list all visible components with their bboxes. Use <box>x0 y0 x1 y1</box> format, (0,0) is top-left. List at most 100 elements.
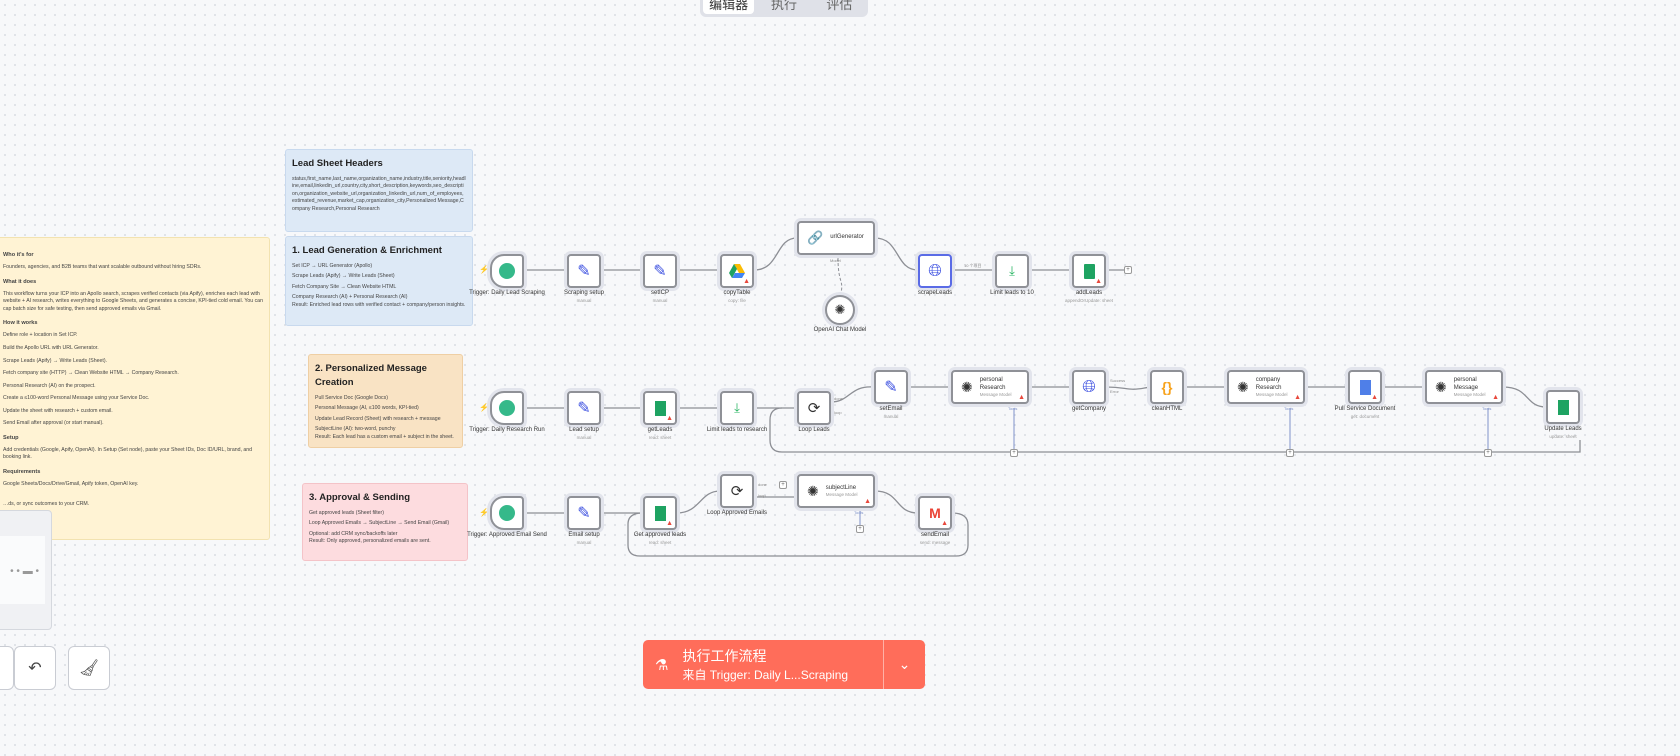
tools-port-label: Tools <box>854 510 864 515</box>
node-label: getLeads <box>647 427 673 433</box>
port-label-loop: loop <box>758 493 766 498</box>
node-trigger-daily-lead-scraping[interactable] <box>490 254 524 288</box>
warning-icon: ▲ <box>666 520 673 527</box>
sticky-title: 2. Personalized Message Creation <box>315 363 427 388</box>
node-label: Trigger: Daily Lead Scraping <box>469 290 545 296</box>
sticky-text: Add credentials (Google, Apify, OpenAI).… <box>3 446 253 461</box>
node-subtitle: Message Model <box>1255 392 1288 397</box>
sticky-title: 3. Approval & Sending <box>309 492 410 503</box>
sticky-title: 1. Lead Generation & Enrichment <box>292 245 442 256</box>
node-personal-research[interactable]: ✺ personal Research Message Model ▲ <box>951 370 1029 404</box>
node-label: subjectLine <box>825 484 857 491</box>
pencil-icon: ✎ <box>577 263 591 280</box>
add-tool-button[interactable]: + <box>856 525 864 533</box>
node-label: Get approved leads <box>633 532 687 538</box>
link-icon: 🔗 <box>807 230 824 245</box>
sticky-text: This workflow turns your ICP into an Apo… <box>3 290 263 312</box>
node-set-email[interactable]: ✎ <box>874 370 908 404</box>
node-subtitle: send: message <box>919 540 951 545</box>
node-loop-leads[interactable]: ⟳ <box>797 391 831 425</box>
canvas-preview-panel: • • ▬ • <box>0 510 52 630</box>
node-trigger-daily-research[interactable] <box>490 391 524 425</box>
warning-icon: ▲ <box>1371 394 1378 401</box>
node-loop-approved-emails[interactable]: ⟳ <box>720 474 754 508</box>
node-clean-html[interactable]: {} <box>1150 370 1184 404</box>
node-company-research[interactable]: ✺ company Research Message Model ▲ <box>1227 370 1305 404</box>
chevron-down-icon: ⌄ <box>898 656 911 672</box>
node-get-company[interactable]: 🌐︎ <box>1072 370 1106 404</box>
tab-executions[interactable]: 执行 <box>770 0 797 12</box>
sticky-text: SubjectLine (AI): two-word, punchy <box>315 426 396 433</box>
trigger-select-dropdown[interactable]: ⌄ <box>883 640 925 689</box>
node-label: Limit leads to research <box>706 427 768 433</box>
node-url-generator[interactable]: 🔗 urlGenerator <box>797 221 875 255</box>
node-lead-setup[interactable]: ✎ <box>567 391 601 425</box>
node-limit-leads-research[interactable]: ⤓ <box>720 391 754 425</box>
sticky-step: Personal Research (AI) on the prospect. <box>3 382 96 389</box>
node-subtitle: Message Model <box>979 392 1012 397</box>
node-subtitle: read: sheet <box>648 435 672 440</box>
tab-editor[interactable]: 编辑器 <box>703 0 755 14</box>
node-pull-service-document[interactable]: ▲ <box>1348 370 1382 404</box>
sticky-text: status,first_name,last_name,organization… <box>292 175 466 212</box>
sticky-lead-generation[interactable]: 1. Lead Generation & Enrichment Set ICP … <box>285 236 473 326</box>
port-label-done: done <box>834 396 843 401</box>
pencil-icon: ✎ <box>653 263 667 280</box>
sticky-step: Send Email after approval (or start manu… <box>3 420 104 427</box>
google-sheets-icon <box>1557 399 1569 415</box>
sticky-heading: What it does <box>3 278 37 285</box>
node-limit-leads-10[interactable]: ⤓ <box>995 254 1029 288</box>
node-get-leads[interactable]: ▲ <box>643 391 677 425</box>
node-subject-line[interactable]: ✺ subjectLine Message Model ▲ <box>797 474 875 508</box>
openai-icon: ✺ <box>1435 378 1447 395</box>
execute-workflow-button[interactable]: ⚗ 执行工作流程 来自 Trigger: Daily L...Scraping ⌄ <box>643 640 925 689</box>
sticky-step: Update the sheet with research + custom … <box>3 407 113 414</box>
tab-evaluations[interactable]: 评估 <box>826 0 853 12</box>
node-openai-chat-model[interactable]: ✺ <box>825 295 855 325</box>
node-set-icp[interactable]: ✎ <box>643 254 677 288</box>
sticky-text: Personal Message (AI, ≤100 words, KPI-ti… <box>315 405 419 412</box>
warning-icon: ▲ <box>1018 394 1025 401</box>
warning-icon: ▲ <box>941 520 948 527</box>
node-label: copyTable <box>723 290 751 296</box>
port-label-loop: loop <box>834 410 842 415</box>
node-trigger-approved-email[interactable] <box>490 496 524 530</box>
node-add-leads[interactable]: ▲ <box>1072 254 1106 288</box>
clock-icon <box>499 263 515 279</box>
node-personal-message[interactable]: ✺ personal Message Message Model ▲ <box>1425 370 1503 404</box>
node-label: getCompany <box>1071 406 1107 412</box>
node-label: Loop Approved Emails <box>706 510 768 516</box>
node-update-leads[interactable] <box>1546 390 1580 424</box>
node-label: Pull Service Document <box>1334 406 1396 412</box>
node-copy-table[interactable]: ▲ <box>720 254 754 288</box>
node-subtitle: get: document <box>1350 414 1380 419</box>
add-node-button[interactable]: + <box>1124 266 1132 274</box>
tidy-up-button[interactable]: 🧹︎ <box>68 646 110 690</box>
node-subtitle: read: sheet <box>648 540 672 545</box>
openai-icon: ✺ <box>1237 378 1249 395</box>
node-label: setEmail <box>879 406 903 412</box>
node-get-approved-leads[interactable]: ▲ <box>643 496 677 530</box>
sticky-message-creation[interactable]: 2. Personalized Message Creation Pull Se… <box>308 354 463 448</box>
node-scrape-leads[interactable]: 🌐︎ <box>918 254 952 288</box>
sticky-text: Founders, agencies, and B2B teams that w… <box>3 264 202 271</box>
add-tool-button[interactable]: + <box>1286 449 1294 457</box>
add-node-button[interactable]: + <box>779 481 787 489</box>
port-label-done: done <box>758 482 767 487</box>
pencil-icon: ✎ <box>577 400 591 417</box>
undo-button[interactable]: ↶ <box>14 646 56 690</box>
add-tool-button[interactable]: + <box>1484 449 1492 457</box>
zoom-button[interactable] <box>0 646 14 690</box>
node-send-email[interactable]: M ▲ <box>918 496 952 530</box>
node-scraping-setup[interactable]: ✎ <box>567 254 601 288</box>
node-email-setup[interactable]: ✎ <box>567 496 601 530</box>
sticky-lead-sheet-headers[interactable]: Lead Sheet Headers status,first_name,las… <box>285 149 473 232</box>
globe-icon: 🌐︎ <box>928 261 942 280</box>
sticky-heading: How it works <box>3 320 38 327</box>
sticky-heading: Requirements <box>3 468 41 475</box>
add-tool-button[interactable]: + <box>1010 449 1018 457</box>
sticky-overview[interactable]: Who it's for Founders, agencies, and B2B… <box>0 237 270 540</box>
pencil-icon: ✎ <box>577 505 591 522</box>
sticky-step: Define role + location in Set ICP. <box>3 332 78 339</box>
sticky-approval-sending[interactable]: 3. Approval & Sending Get approved leads… <box>302 483 468 561</box>
